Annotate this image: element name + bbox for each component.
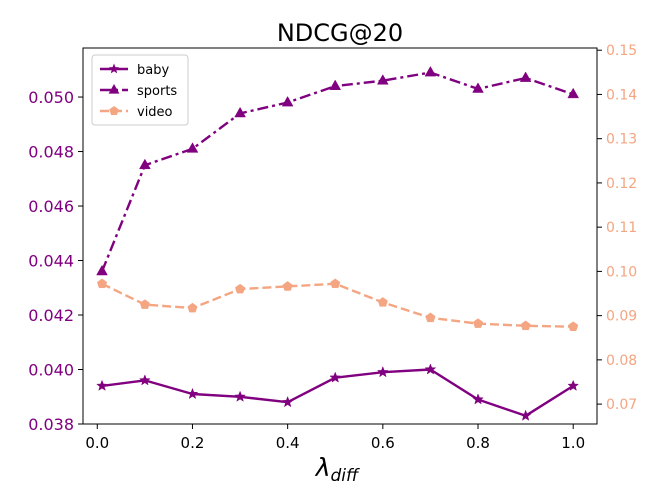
data-point-baby	[234, 390, 246, 402]
data-point-sports	[186, 142, 199, 153]
data-point-video	[235, 283, 246, 294]
x-tick-label: 0.4	[276, 434, 300, 452]
data-point-sports	[424, 65, 437, 77]
left-y-tick-label: 0.048	[28, 143, 74, 162]
data-point-video	[520, 320, 531, 331]
legend-label-video: video	[137, 105, 173, 120]
data-point-video	[97, 278, 108, 289]
left-y-tick-label: 0.042	[28, 306, 74, 325]
data-point-sports	[567, 87, 580, 99]
x-tick-label: 0.2	[181, 434, 205, 452]
data-point-video	[377, 297, 388, 307]
data-point-baby	[376, 365, 389, 378]
legend-label-sports: sports	[137, 84, 177, 99]
data-point-video	[568, 321, 579, 331]
legend: baby sports video	[91, 54, 189, 126]
right-y-tick-label: 0.14	[606, 87, 637, 103]
x-tick-label: 0.0	[85, 434, 109, 452]
data-point-video	[187, 302, 198, 313]
data-point-baby	[472, 393, 484, 405]
x-axis-label-symbol: λ	[314, 453, 331, 482]
right-y-tick-label: 0.11	[606, 220, 637, 236]
data-point-baby	[96, 379, 108, 391]
data-point-sports	[329, 79, 342, 90]
series-line-video	[101, 282, 574, 328]
right-y-tick-label: 0.07	[606, 397, 637, 413]
data-point-sports	[376, 74, 389, 85]
legend-marker-sports	[108, 84, 120, 94]
data-point-baby	[281, 395, 294, 408]
left-y-tick-label: 0.050	[28, 88, 74, 107]
left-y-tick-label: 0.046	[28, 197, 74, 216]
legend-marker-video	[109, 106, 119, 115]
x-axis-label: λdiff	[314, 453, 360, 486]
axes-layer: 0.0 0.2 0.4 0.6 0.8 1.0 0.038 0.040 0.042 0.044 0.…	[28, 43, 637, 452]
data-point-baby	[138, 374, 151, 386]
x-axis-label-subscript: diff	[331, 466, 361, 486]
right-y-tick-label: 0.08	[606, 353, 637, 369]
data-point-video	[473, 318, 484, 328]
right-y-tick-label: 0.12	[606, 176, 637, 192]
legend-label-baby: baby	[137, 63, 169, 78]
data-point-sports	[139, 158, 151, 170]
data-point-video	[139, 299, 150, 309]
legend-marker-baby	[108, 63, 120, 74]
chart-title: NDCG@20	[277, 19, 403, 47]
data-point-video	[282, 281, 293, 291]
plot-frame	[82, 47, 598, 425]
x-tick-label: 0.8	[466, 434, 490, 452]
right-y-tick-label: 0.10	[606, 264, 637, 280]
left-y-tick-label: 0.044	[28, 252, 74, 271]
x-tick-label: 0.6	[371, 434, 395, 452]
data-point-video	[330, 278, 341, 289]
right-y-tick-label: 0.13	[606, 132, 637, 148]
left-y-tick-label: 0.040	[28, 361, 74, 380]
data-point-sports	[519, 71, 532, 82]
data-point-baby	[567, 379, 580, 391]
data-point-sports	[281, 95, 294, 107]
right-y-tick-label: 0.15	[606, 43, 637, 59]
right-y-tick-label: 0.09	[606, 309, 637, 325]
data-point-baby	[329, 371, 342, 383]
data-point-sports	[96, 264, 108, 276]
x-tick-label: 1.0	[561, 434, 585, 452]
data-point-video	[425, 312, 436, 323]
data-point-sports	[472, 82, 484, 93]
data-point-sports	[234, 106, 246, 118]
series-layer	[96, 65, 580, 421]
data-point-baby	[519, 409, 532, 421]
data-point-baby	[424, 363, 437, 375]
data-point-baby	[186, 387, 199, 400]
left-y-tick-label: 0.038	[28, 415, 74, 434]
